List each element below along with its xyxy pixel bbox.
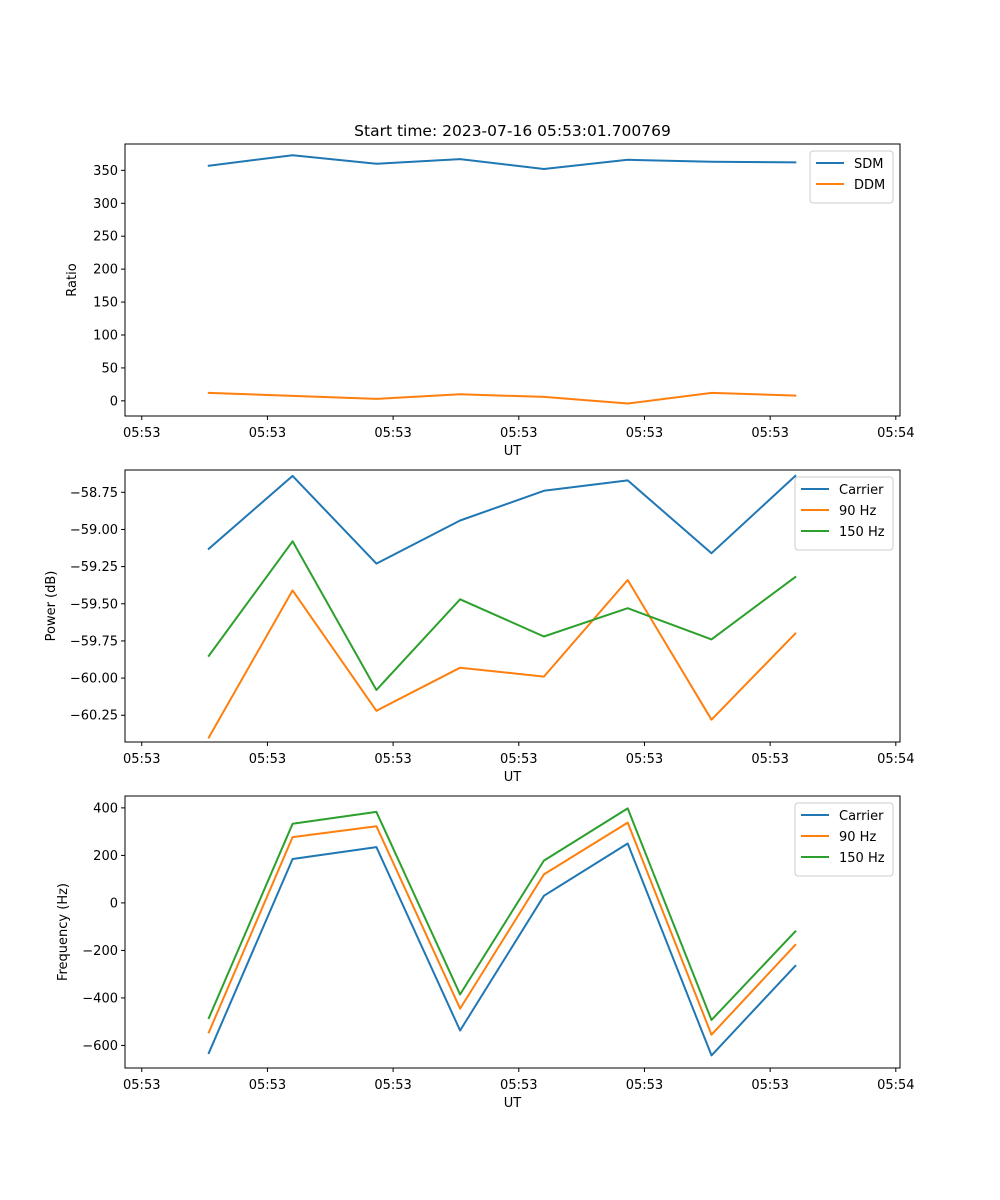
ratio-legend-label-1: DDM	[854, 178, 885, 193]
ratio-y-tick-label-4: 200	[93, 263, 118, 278]
power-axes-frame	[124, 469, 901, 743]
frequency-y-tick-label-5: 400	[93, 801, 118, 816]
frequency-y-tick-label-2: −200	[82, 944, 118, 959]
frequency-x-tick-label-1: 05:53	[249, 1078, 286, 1093]
frequency-x-tick-label-3: 05:53	[500, 1078, 537, 1093]
ratio-y-tick-label-6: 300	[93, 197, 118, 212]
frequency-legend-label-0: Carrier	[839, 809, 884, 824]
ratio-legend-label-0: SDM	[854, 157, 883, 172]
frequency-x-tick-label-4: 05:53	[626, 1078, 663, 1093]
frequency-x-tick-label-2: 05:53	[374, 1078, 411, 1093]
power-y-tick-label-4: −59.25	[70, 560, 118, 575]
frequency-x-tick-label-0: 05:53	[123, 1078, 160, 1093]
power-panel: 05:53 05:53 05:53 05:53 05:53 05:53 05:54 −60.2…	[44, 469, 915, 785]
panels: 05:53 05:53 05:53 05:53 05:53 05:53 05:54 0 50 10…	[44, 143, 915, 1111]
ratio-y-tick-label-1: 50	[101, 361, 118, 376]
frequency-series-150-hz	[207, 807, 797, 1021]
frequency-x-tick-label-6: 05:54	[877, 1078, 914, 1093]
frequency-y-tick-label-4: 200	[93, 849, 118, 864]
power-legend: Carrier 90 Hz 150 Hz	[794, 476, 894, 551]
ratio-y-tick-label-0: 0	[110, 394, 118, 409]
frequency-y-tick-label-1: −400	[82, 991, 118, 1006]
power-legend-label-1: 90 Hz	[839, 504, 876, 519]
power-x-axis-label: UT	[504, 770, 522, 785]
power-y-axis-label: Power (dB)	[44, 571, 59, 642]
power-y-tick-label-1: −60.00	[70, 672, 118, 687]
power-series-carrier	[207, 474, 797, 565]
ratio-y-tick-label-7: 350	[93, 164, 118, 179]
power-y-tick-label-0: −60.25	[70, 709, 118, 724]
power-legend-label-2: 150 Hz	[839, 525, 885, 540]
power-y-tick-label-6: −58.75	[70, 486, 118, 501]
ratio-axes-frame	[124, 143, 901, 417]
ratio-x-tick-label-3: 05:53	[500, 426, 537, 441]
frequency-panel: 05:53 05:53 05:53 05:53 05:53 05:53 05:54 −600 −…	[56, 795, 915, 1111]
frequency-series-90-hz	[207, 821, 797, 1036]
power-legend-label-0: Carrier	[839, 483, 884, 498]
power-y-tick-label-2: −59.75	[70, 634, 118, 649]
power-y-tick-label-5: −59.00	[70, 523, 118, 538]
ratio-y-tick-label-3: 150	[93, 296, 118, 311]
ratio-legend: SDM DDM	[809, 150, 894, 204]
power-x-tick-label-3: 05:53	[500, 752, 537, 767]
ratio-x-tick-label-6: 05:54	[877, 426, 914, 441]
frequency-legend: Carrier 90 Hz 150 Hz	[794, 802, 894, 877]
power-x-tick-label-2: 05:53	[374, 752, 411, 767]
power-x-tick-label-1: 05:53	[249, 752, 286, 767]
ratio-y-tick-label-2: 100	[93, 328, 118, 343]
power-series-90-hz	[207, 579, 797, 739]
frequency-y-tick-label-3: 0	[110, 896, 118, 911]
frequency-y-axis-label: Frequency (Hz)	[56, 883, 71, 981]
power-series-150-hz	[207, 540, 797, 691]
power-x-tick-label-4: 05:53	[626, 752, 663, 767]
power-x-tick-label-5: 05:53	[751, 752, 788, 767]
frequency-axes-frame	[124, 795, 901, 1069]
frequency-y-tick-label-0: −600	[82, 1039, 118, 1054]
figure-title: Start time: 2023-07-16 05:53:01.700769	[354, 122, 671, 140]
ratio-x-tick-label-0: 05:53	[123, 426, 160, 441]
ratio-panel: 05:53 05:53 05:53 05:53 05:53 05:53 05:54 0 50 10…	[65, 143, 915, 459]
frequency-x-axis-label: UT	[504, 1096, 522, 1111]
ratio-series-ddm	[207, 391, 797, 405]
ratio-x-tick-label-5: 05:53	[751, 426, 788, 441]
power-y-tick-label-3: −59.50	[70, 597, 118, 612]
ratio-x-axis-label: UT	[504, 444, 522, 459]
ratio-y-axis-label: Ratio	[65, 263, 80, 296]
ratio-y-tick-label-5: 250	[93, 230, 118, 245]
frequency-legend-label-2: 150 Hz	[839, 851, 885, 866]
frequency-x-tick-label-5: 05:53	[751, 1078, 788, 1093]
ratio-x-tick-label-2: 05:53	[374, 426, 411, 441]
frequency-series-carrier	[207, 842, 797, 1057]
power-x-tick-label-0: 05:53	[123, 752, 160, 767]
ratio-x-tick-label-4: 05:53	[626, 426, 663, 441]
ratio-series-sdm	[207, 154, 797, 170]
ratio-x-tick-label-1: 05:53	[249, 426, 286, 441]
frequency-legend-label-1: 90 Hz	[839, 830, 876, 845]
power-x-tick-label-6: 05:54	[877, 752, 914, 767]
